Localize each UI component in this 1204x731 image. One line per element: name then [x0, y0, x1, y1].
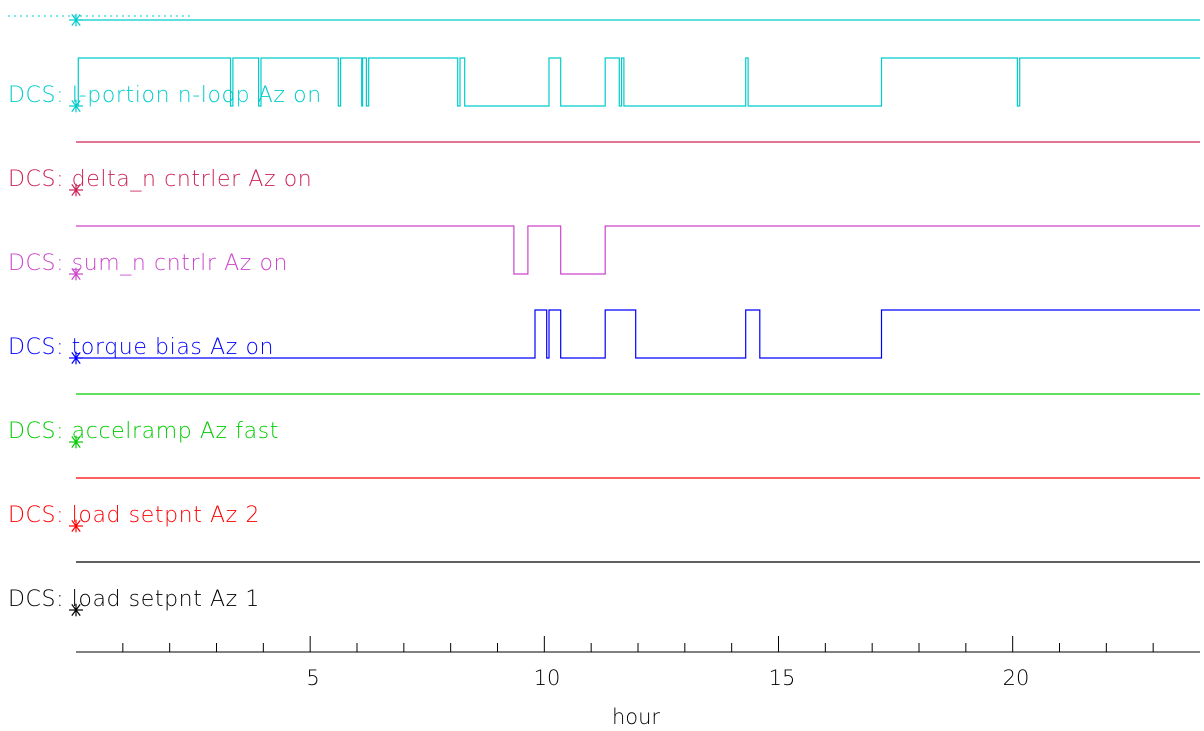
series-label-i-portion: DCS: I-portion n-loop Az on [8, 83, 322, 108]
x-axis-ticks [122, 636, 1154, 652]
asterisk-marker-3 [69, 351, 83, 365]
x-axis-label: hour [612, 705, 660, 729]
series-trace-4 [76, 225, 1200, 275]
series-trace-6 [76, 57, 1200, 107]
x-tick-label-10: 10 [534, 666, 561, 690]
asterisk-marker-5 [69, 183, 83, 197]
series-trace-3 [76, 309, 1200, 359]
series-markers [69, 13, 83, 617]
series-label-accelramp: DCS: accelramp Az fast [8, 419, 279, 444]
x-tick-label-15: 15 [769, 666, 796, 690]
x-tick-label-5: 5 [306, 666, 319, 690]
series-label-load-setpnt-1: DCS: load setpnt Az 1 [8, 587, 260, 612]
asterisk-marker-1 [69, 519, 83, 533]
series-traces [76, 19, 1200, 563]
asterisk-marker-4 [69, 267, 83, 281]
asterisk-marker-0 [69, 603, 83, 617]
series-label-load-setpnt-2: DCS: load setpnt Az 2 [8, 503, 260, 528]
series-label-torque-bias: DCS: torque bias Az on [8, 335, 274, 360]
asterisk-marker-6 [69, 99, 83, 113]
series-label-sum-n: DCS: sum_n cntrlr Az on [8, 251, 288, 276]
series-label-delta-n: DCS: delta_n cntrler Az on [8, 167, 312, 192]
x-tick-label-20: 20 [1003, 666, 1030, 690]
asterisk-marker-7 [69, 13, 83, 27]
asterisk-marker-2 [69, 435, 83, 449]
